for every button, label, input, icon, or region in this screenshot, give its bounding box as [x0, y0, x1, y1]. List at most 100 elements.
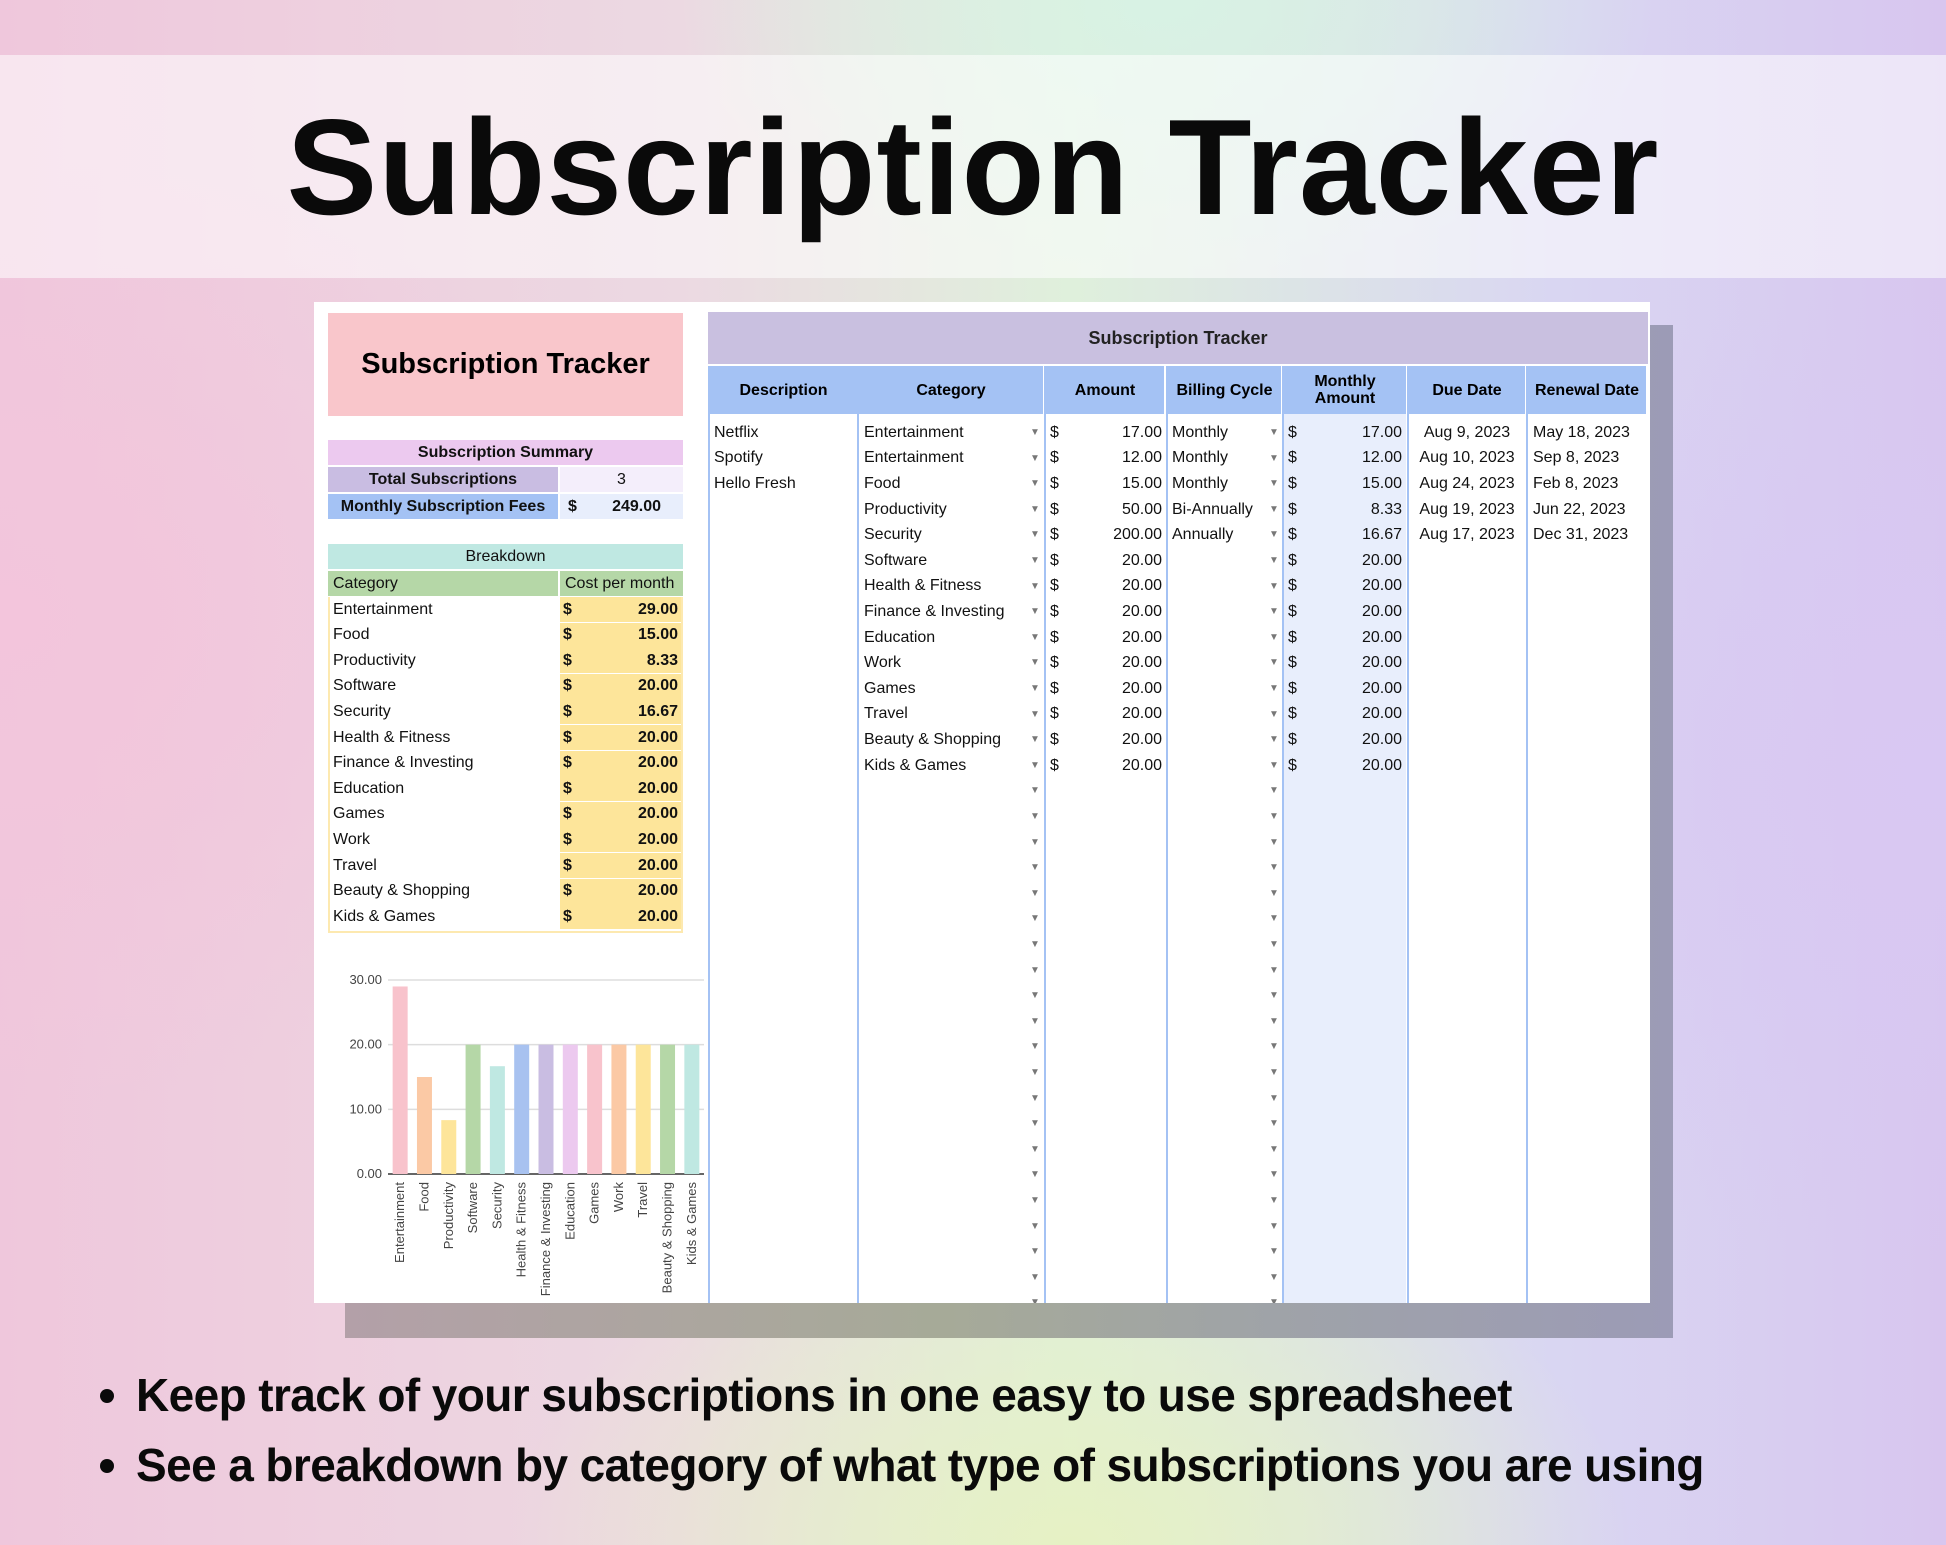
- category-cell[interactable]: Productivity: [864, 500, 947, 518]
- amount-cell[interactable]: 12.00: [1121, 449, 1162, 467]
- breakdown-cost[interactable]: $16.67: [560, 699, 681, 725]
- chart-bar[interactable]: [611, 1044, 627, 1174]
- dropdown-arrow-icon[interactable]: ▼: [1030, 836, 1040, 848]
- breakdown-cost[interactable]: $20.00: [560, 776, 681, 802]
- category-cell[interactable]: Travel: [864, 705, 908, 723]
- dropdown-arrow-icon[interactable]: ▼: [1269, 427, 1279, 438]
- due-date-cell[interactable]: [1411, 676, 1523, 702]
- dropdown-arrow-icon[interactable]: ▼: [1269, 657, 1279, 669]
- due-date-cell[interactable]: [1411, 548, 1523, 574]
- dropdown-arrow-icon[interactable]: ▼: [1269, 631, 1279, 643]
- dropdown-arrow-icon[interactable]: ▼: [1269, 1143, 1279, 1155]
- category-cell[interactable]: Health & Fitness: [864, 577, 982, 595]
- header-due-date[interactable]: Due Date: [1409, 366, 1525, 414]
- billing-cycle-cell[interactable]: Monthly: [1172, 423, 1229, 441]
- dropdown-arrow-icon[interactable]: ▼: [1269, 990, 1279, 1002]
- dropdown-arrow-icon[interactable]: ▼: [1269, 503, 1279, 515]
- dropdown-arrow-icon[interactable]: ▼: [1030, 1092, 1040, 1104]
- dropdown-arrow-icon[interactable]: ▼: [1030, 1015, 1040, 1027]
- due-date-cell[interactable]: [1411, 702, 1523, 728]
- due-date-cell[interactable]: [1411, 753, 1523, 779]
- chart-bar[interactable]: [635, 1044, 651, 1174]
- dropdown-arrow-icon[interactable]: ▼: [1269, 1041, 1279, 1053]
- dropdown-arrow-icon[interactable]: ▼: [1030, 964, 1040, 976]
- renewal-date-cell[interactable]: Feb 8, 2023: [1533, 474, 1619, 492]
- category-cell[interactable]: Education: [864, 628, 936, 646]
- category-cell[interactable]: Work: [864, 654, 902, 672]
- dropdown-arrow-icon[interactable]: ▼: [1269, 555, 1279, 566]
- amount-cell[interactable]: 200.00: [1113, 526, 1162, 544]
- breakdown-cost[interactable]: $20.00: [560, 801, 681, 827]
- dropdown-arrow-icon[interactable]: ▼: [1269, 759, 1279, 771]
- chart-bar[interactable]: [441, 1120, 457, 1174]
- header-renewal-date[interactable]: Renewal Date: [1528, 366, 1646, 414]
- chart-bar[interactable]: [562, 1044, 578, 1174]
- amount-cell[interactable]: 15.00: [1121, 474, 1162, 492]
- due-date-cell[interactable]: [1411, 599, 1523, 625]
- category-cell[interactable]: Entertainment: [864, 449, 964, 467]
- renewal-date-cell[interactable]: Dec 31, 2023: [1533, 526, 1629, 544]
- due-date-cell[interactable]: Aug 17, 2023: [1419, 526, 1515, 544]
- dropdown-arrow-icon[interactable]: ▼: [1030, 1297, 1040, 1303]
- dropdown-arrow-icon[interactable]: ▼: [1030, 580, 1040, 592]
- category-cell[interactable]: Entertainment: [864, 423, 964, 441]
- dropdown-arrow-icon[interactable]: ▼: [1030, 1246, 1040, 1258]
- due-date-cell[interactable]: [1411, 727, 1523, 753]
- dropdown-arrow-icon[interactable]: ▼: [1030, 427, 1040, 438]
- category-cell[interactable]: Finance & Investing: [864, 602, 1005, 620]
- dropdown-arrow-icon[interactable]: ▼: [1269, 734, 1279, 746]
- dropdown-arrow-icon[interactable]: ▼: [1030, 1118, 1040, 1130]
- breakdown-cost[interactable]: $20.00: [560, 853, 681, 878]
- dropdown-arrow-icon[interactable]: ▼: [1030, 990, 1040, 1002]
- dropdown-arrow-icon[interactable]: ▼: [1269, 529, 1279, 541]
- description-cell[interactable]: Spotify: [714, 449, 763, 467]
- amount-cell[interactable]: 20.00: [1121, 756, 1162, 774]
- breakdown-cost[interactable]: $29.00: [560, 597, 681, 622]
- dropdown-arrow-icon[interactable]: ▼: [1030, 1220, 1040, 1232]
- description-cell[interactable]: Hello Fresh: [714, 474, 796, 492]
- dropdown-arrow-icon[interactable]: ▼: [1030, 1143, 1040, 1155]
- chart-bar[interactable]: [416, 1077, 432, 1174]
- breakdown-cost[interactable]: $20.00: [560, 878, 681, 904]
- dropdown-arrow-icon[interactable]: ▼: [1269, 1195, 1279, 1206]
- due-date-cell[interactable]: Aug 19, 2023: [1419, 500, 1515, 518]
- billing-cycle-cell[interactable]: Annually: [1172, 526, 1234, 544]
- billing-cycle-cell[interactable]: Monthly: [1172, 449, 1229, 467]
- dropdown-arrow-icon[interactable]: ▼: [1269, 811, 1279, 822]
- chart-bar[interactable]: [514, 1044, 530, 1174]
- dropdown-arrow-icon[interactable]: ▼: [1030, 759, 1040, 771]
- dropdown-arrow-icon[interactable]: ▼: [1030, 1067, 1040, 1078]
- category-cell[interactable]: Food: [864, 474, 901, 492]
- dropdown-arrow-icon[interactable]: ▼: [1269, 887, 1279, 899]
- dropdown-arrow-icon[interactable]: ▼: [1030, 555, 1040, 566]
- dropdown-arrow-icon[interactable]: ▼: [1269, 1297, 1279, 1303]
- dropdown-arrow-icon[interactable]: ▼: [1030, 529, 1040, 541]
- dropdown-arrow-icon[interactable]: ▼: [1269, 452, 1279, 464]
- breakdown-cost[interactable]: $20.00: [560, 827, 681, 853]
- chart-bar[interactable]: [489, 1066, 505, 1174]
- dropdown-arrow-icon[interactable]: ▼: [1030, 631, 1040, 643]
- dropdown-arrow-icon[interactable]: ▼: [1269, 1092, 1279, 1104]
- chart-bar[interactable]: [392, 986, 408, 1174]
- due-date-cell[interactable]: Aug 24, 2023: [1419, 474, 1515, 492]
- dropdown-arrow-icon[interactable]: ▼: [1030, 708, 1040, 720]
- category-cell[interactable]: Security: [864, 526, 922, 544]
- dropdown-arrow-icon[interactable]: ▼: [1030, 1041, 1040, 1053]
- billing-cycle-cell[interactable]: Monthly: [1172, 474, 1229, 492]
- due-date-cell[interactable]: [1411, 574, 1523, 600]
- category-cell[interactable]: Kids & Games: [864, 756, 967, 774]
- category-cell[interactable]: Software: [864, 551, 928, 569]
- category-cell[interactable]: Beauty & Shopping: [864, 730, 1001, 748]
- amount-cell[interactable]: 20.00: [1121, 551, 1162, 569]
- monthly-fees-value[interactable]: $249.00: [560, 494, 683, 519]
- chart-bar[interactable]: [465, 1044, 481, 1174]
- amount-cell[interactable]: 20.00: [1121, 730, 1162, 748]
- dropdown-arrow-icon[interactable]: ▼: [1269, 862, 1279, 874]
- description-cell[interactable]: Netflix: [714, 423, 759, 441]
- category-cell[interactable]: Games: [864, 679, 916, 697]
- amount-cell[interactable]: 20.00: [1121, 679, 1162, 697]
- dropdown-arrow-icon[interactable]: ▼: [1030, 606, 1040, 618]
- renewal-date-cell[interactable]: May 18, 2023: [1533, 423, 1630, 441]
- amount-cell[interactable]: 50.00: [1121, 500, 1162, 518]
- dropdown-arrow-icon[interactable]: ▼: [1269, 683, 1279, 694]
